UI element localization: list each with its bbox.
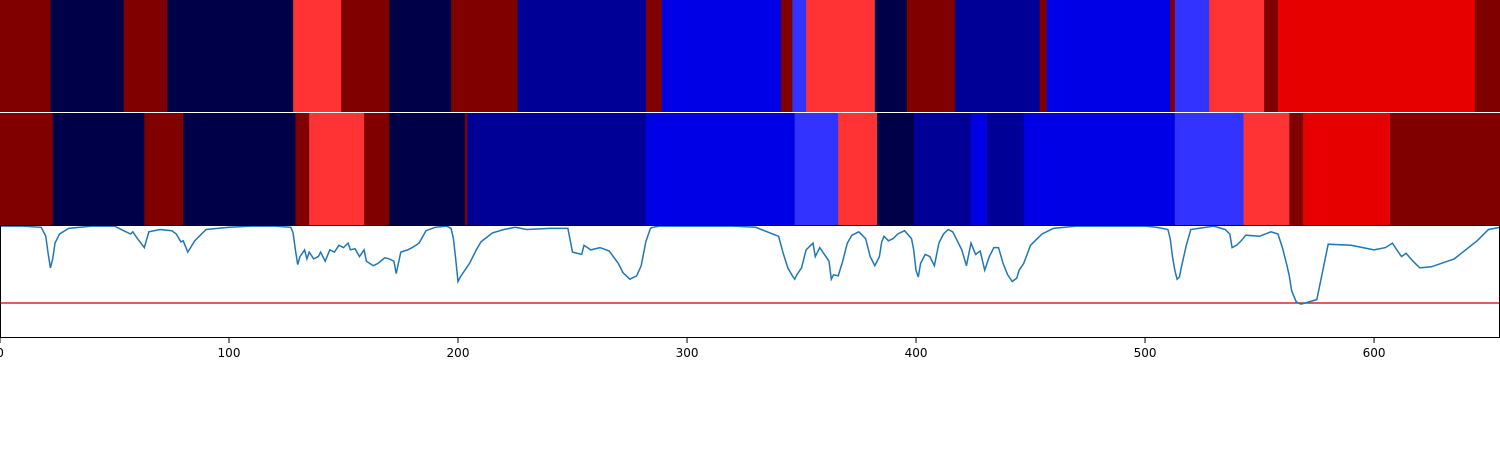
x-tick-label: 400: [905, 346, 928, 360]
segment: [295, 113, 310, 225]
segment: [309, 113, 365, 225]
x-tick-label: 100: [218, 346, 241, 360]
segment: [517, 0, 647, 112]
segment: [1174, 113, 1245, 225]
segment: [792, 0, 807, 112]
segment: [1303, 113, 1391, 225]
segment: [1243, 113, 1290, 225]
segment: [1289, 113, 1304, 225]
segment: [50, 0, 125, 112]
segment: [0, 113, 54, 225]
line-panel-background: [0, 225, 1500, 338]
segment: [144, 113, 184, 225]
segment: [1209, 0, 1265, 112]
segment: [645, 0, 663, 112]
segment: [874, 0, 908, 112]
segment: [645, 113, 796, 225]
segment: [364, 113, 390, 225]
x-tick-label: 200: [447, 346, 470, 360]
segment: [806, 0, 876, 112]
segment: [838, 113, 878, 225]
segment: [954, 0, 1041, 112]
segment: [1046, 0, 1171, 112]
segment: [341, 0, 390, 112]
segment: [1277, 0, 1476, 112]
x-tick-label: 500: [1134, 346, 1157, 360]
segment-bar-1: [0, 0, 1500, 112]
segment: [906, 0, 956, 112]
x-tick-label: 600: [1363, 346, 1386, 360]
segment: [167, 0, 294, 112]
segment: [1039, 0, 1048, 112]
segment: [1390, 113, 1500, 225]
segment-bar-2: [0, 113, 1500, 225]
segment: [1170, 0, 1176, 112]
segment: [970, 113, 988, 225]
segment: [913, 113, 972, 225]
segment: [293, 0, 342, 112]
segment: [0, 0, 51, 112]
segment: [467, 113, 647, 225]
segment: [661, 0, 782, 112]
segment: [1474, 0, 1500, 112]
segment: [451, 0, 519, 112]
segment: [123, 0, 168, 112]
segment: [1264, 0, 1279, 112]
segment: [987, 113, 1025, 225]
segment: [389, 0, 452, 112]
segment: [794, 113, 839, 225]
segment: [877, 113, 915, 225]
segment: [52, 113, 145, 225]
x-axis: 0 100 200 300 400 500 600: [0, 338, 1385, 360]
line-panel: [0, 225, 1500, 338]
segment: [389, 113, 466, 225]
x-tick-label: 300: [676, 346, 699, 360]
segment: [780, 0, 793, 112]
series-line: [0, 225, 1500, 305]
segment: [1174, 0, 1210, 112]
segment: [464, 113, 468, 225]
segment: [183, 113, 296, 225]
x-tick-label: 0: [0, 346, 4, 360]
segment: [1023, 113, 1176, 225]
